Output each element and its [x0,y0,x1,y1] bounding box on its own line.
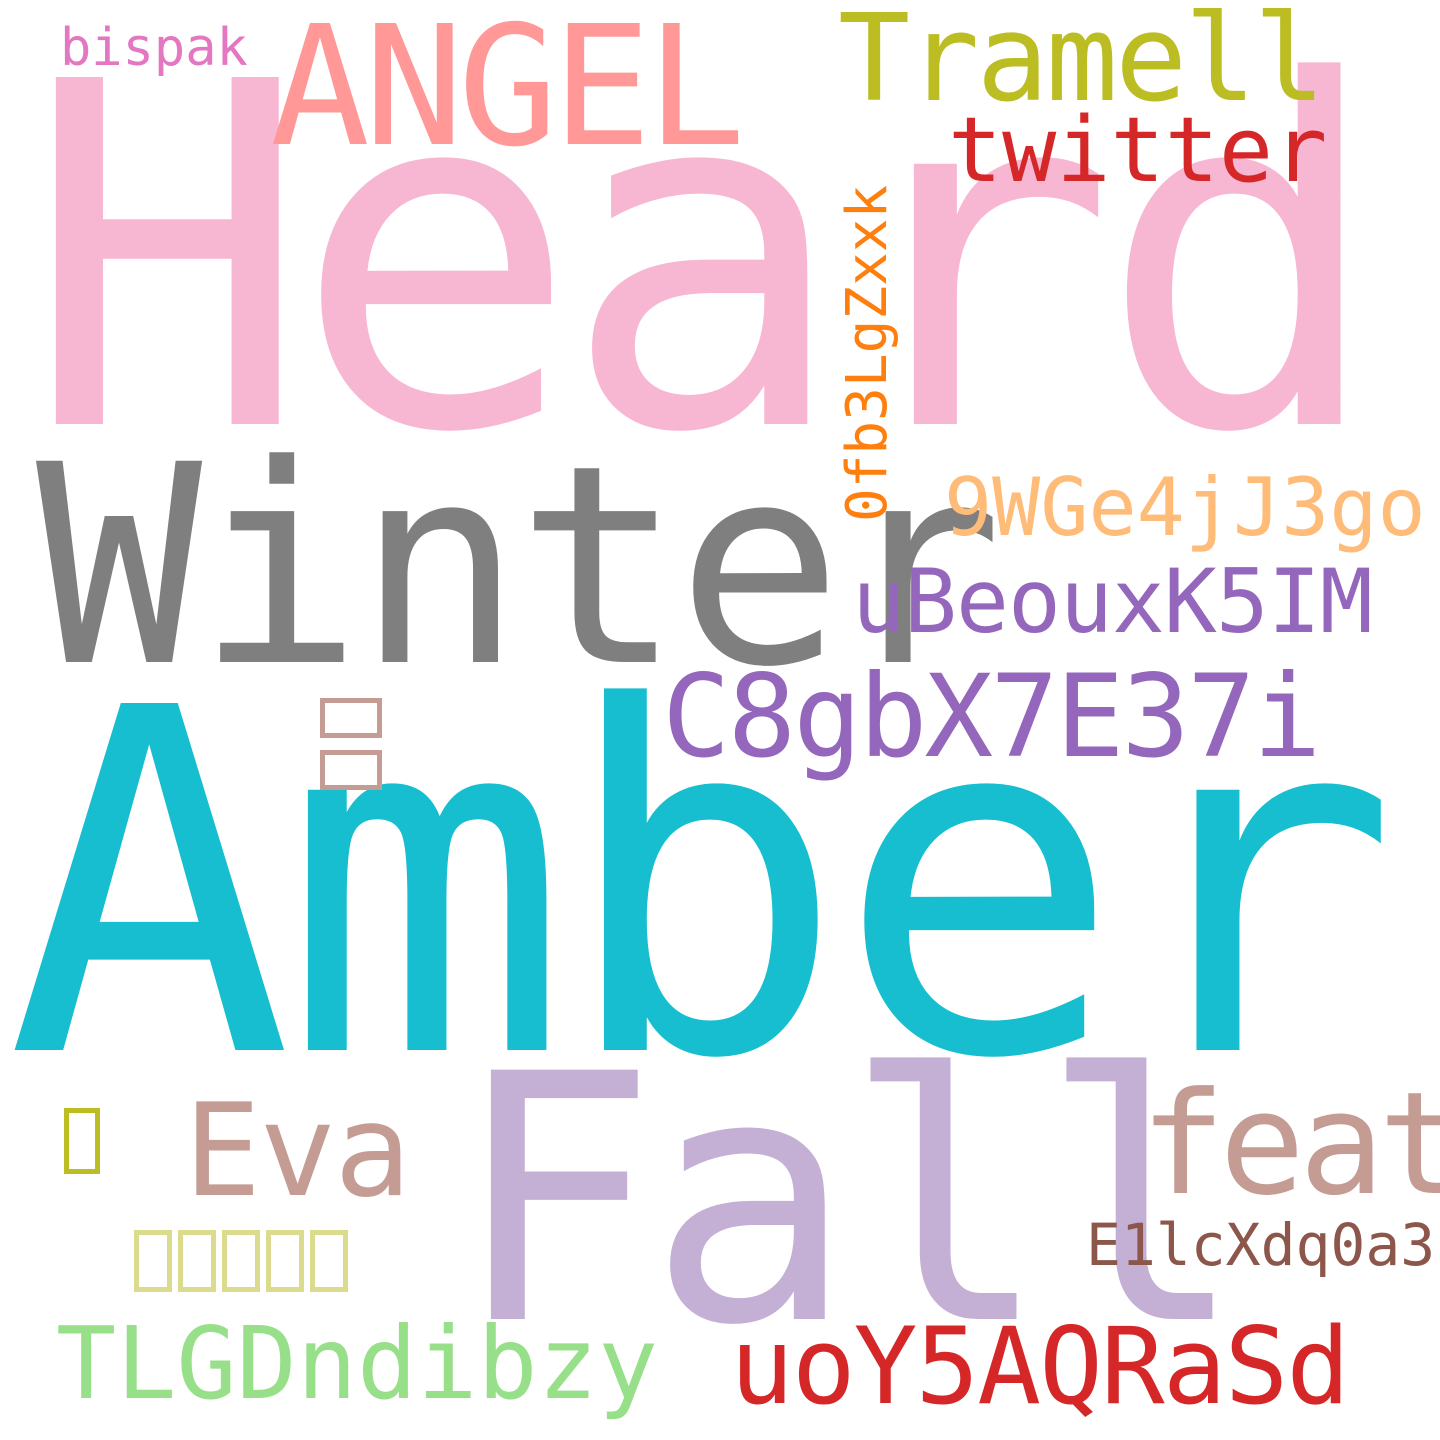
word-fall: Fall [452,1002,1246,1400]
glyph-box [320,750,382,790]
word-winter: Winter [36,407,1003,728]
glyph-box-row-yellow [134,1226,354,1296]
glyph-box-rotated-pink-brown [316,696,386,796]
word-ubeouxk5im: uBeouxK5IM [852,550,1373,653]
word-9wge4jj3go: 9WGe4jJ3go [944,461,1426,554]
word-0fb3lgzxxk: 0fb3LgZxxk [835,184,900,522]
word-amber: Amber [6,609,1399,1163]
glyph-box [266,1230,304,1292]
word-feat: feat [1140,1062,1440,1227]
word-uoy5aqrasd: uoY5AQRaSd [730,1305,1350,1428]
word-tlgdndibzy: TLGDndibzy [56,1305,659,1422]
word-eva: Eva [184,1077,411,1226]
glyph-box [178,1230,216,1292]
word-twitter: twitter [948,98,1328,203]
word-c8gbx7e37i: C8gbX7E37i [662,650,1321,783]
word-angel: ANGEL [270,0,746,184]
word-e1lcxdqoa3: E1lcXdq0a3 [1086,1211,1436,1279]
glyph-box [310,1230,348,1292]
glyph-box-olive [64,1108,100,1174]
word-tramell: Tramell [838,0,1326,129]
word-bispak: bispak [60,18,248,78]
glyph-box [222,1230,260,1292]
word-heard: Heard [24,0,1385,537]
glyph-box [134,1230,172,1292]
glyph-box [320,698,382,738]
